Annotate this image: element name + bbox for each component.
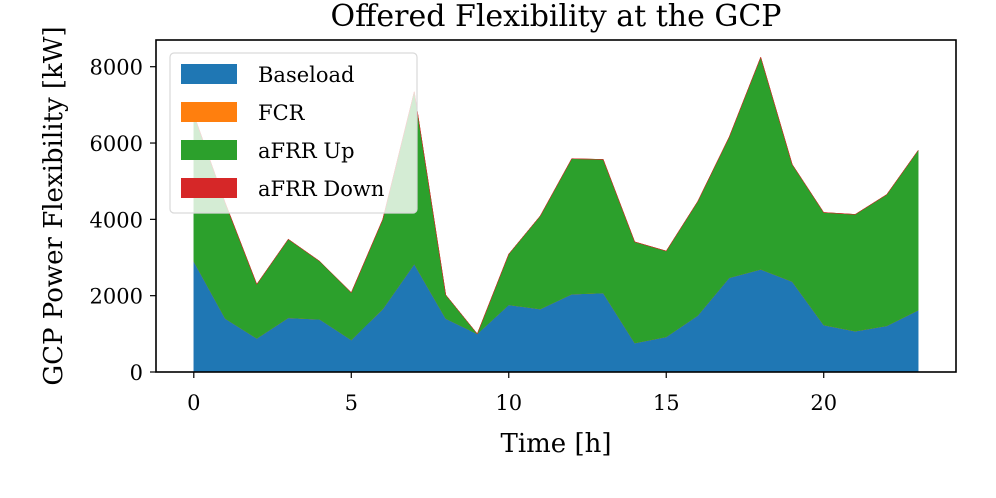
x-tick-label: 5 [345,391,358,415]
x-axis-label: Time [h] [501,429,612,459]
x-axis: 0 5 10 15 20 [187,372,837,415]
x-tick-label: 0 [187,391,200,415]
y-tick-label: 0 [130,361,143,385]
chart-title: Offered Flexibility at the GCP [331,0,782,34]
legend-swatch [181,140,237,160]
y-axis: 0 2000 4000 6000 8000 [90,56,156,385]
legend-label: FCR [258,101,306,125]
legend-swatch [181,178,237,198]
x-tick-label: 20 [810,391,837,415]
legend-swatch [181,64,237,84]
legend-frame [169,52,418,214]
legend: Baseload FCR aFRR Up aFRR Down [169,52,418,214]
y-tick-label: 2000 [90,285,143,309]
x-tick-label: 15 [653,391,680,415]
y-tick-label: 6000 [90,132,143,156]
area-afrr-down [193,56,919,335]
plot-frame [155,39,957,373]
legend-label: aFRR Up [258,139,355,163]
y-tick-label: 4000 [90,208,143,232]
legend-label: aFRR Down [258,177,384,201]
x-tick-label: 10 [495,391,522,415]
y-axis-label: GCP Power Flexibility [kW] [39,26,69,385]
legend-label: Baseload [258,63,354,87]
y-tick-label: 8000 [90,56,143,80]
legend-swatch [181,102,237,122]
plot-areas [193,56,919,373]
